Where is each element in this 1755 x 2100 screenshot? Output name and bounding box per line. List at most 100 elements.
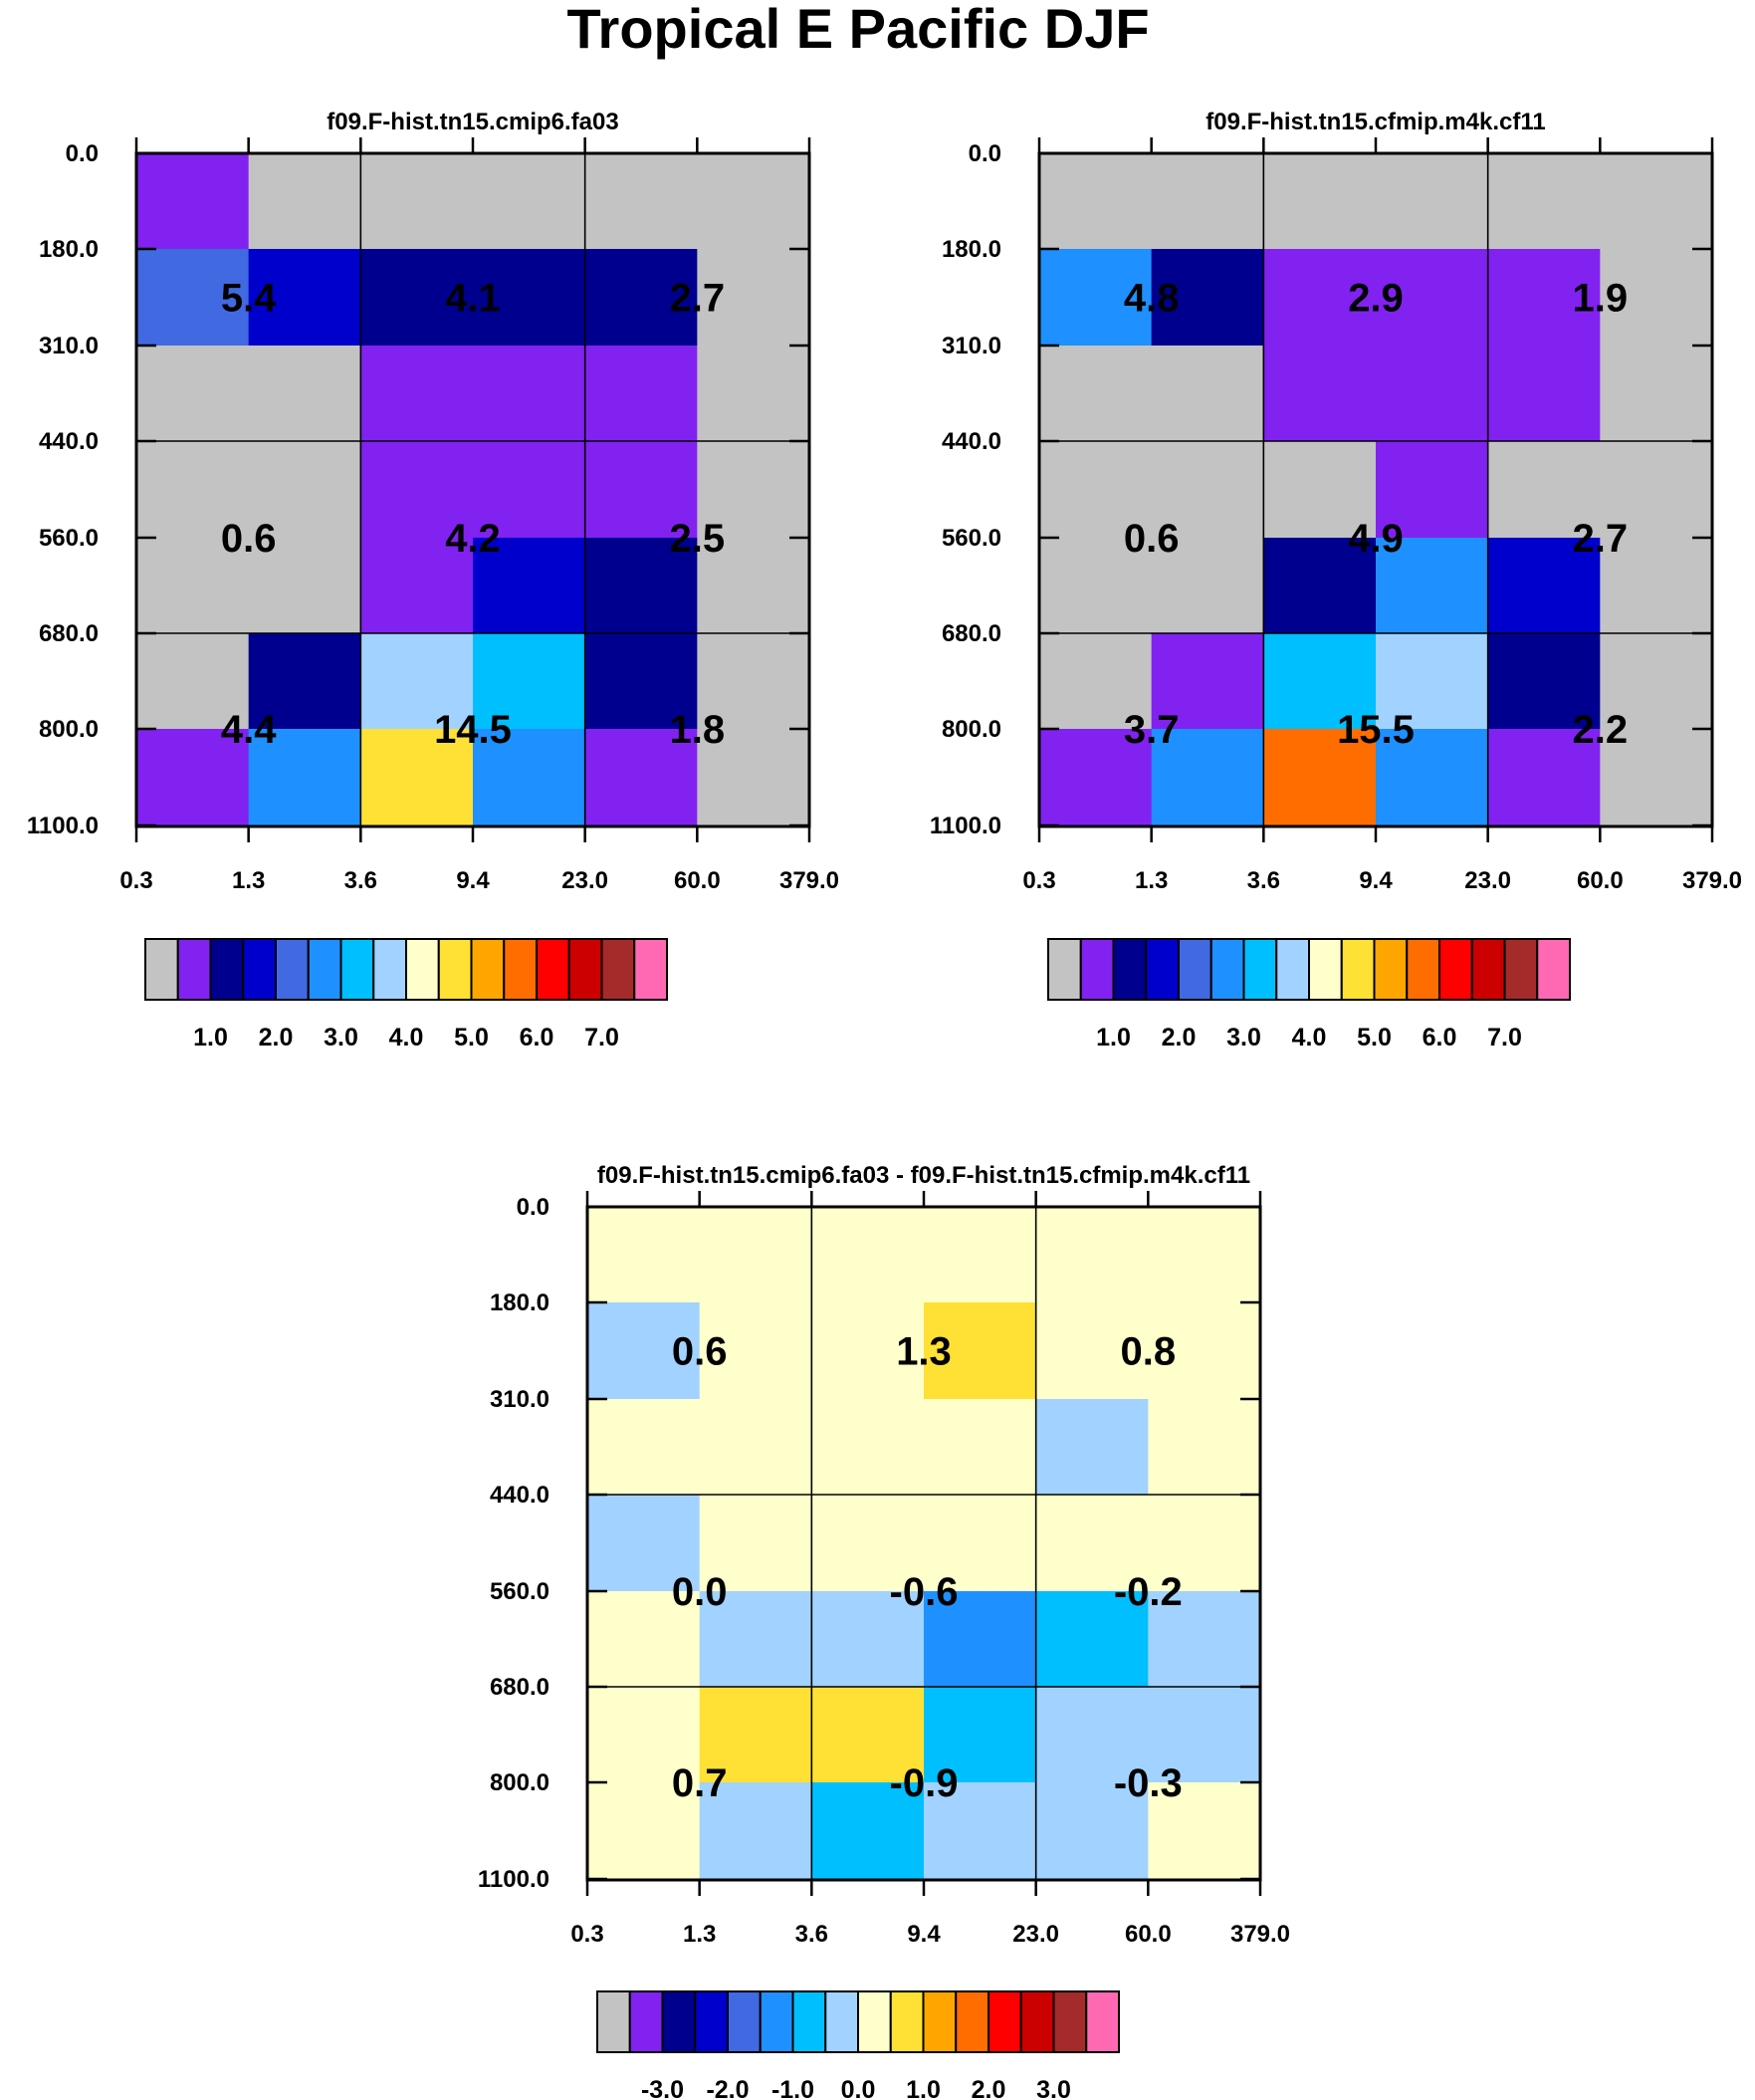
y-tick-label: 310.0 bbox=[490, 1386, 549, 1413]
cell-value-label: 0.6 bbox=[221, 517, 277, 561]
colorbar-swatch bbox=[694, 1990, 729, 2053]
colorbar-swatch bbox=[176, 938, 212, 1001]
colorbar-swatch bbox=[633, 938, 668, 1001]
x-tick-label: 379.0 bbox=[1230, 1921, 1290, 1948]
heatmap-cell bbox=[1263, 249, 1377, 347]
colorbar-swatch bbox=[1019, 1990, 1055, 2053]
y-tick-label: 180.0 bbox=[39, 236, 99, 263]
heatmap-cell bbox=[1151, 633, 1264, 730]
heatmap-cell bbox=[587, 1207, 701, 1303]
x-tick-label: 1.3 bbox=[1135, 867, 1168, 894]
y-tick-label: 560.0 bbox=[942, 525, 1001, 552]
heatmap-cell bbox=[1151, 729, 1264, 826]
y-tick-label: 560.0 bbox=[490, 1578, 549, 1605]
panel-2: f09.F-hist.tn15.cfmip.m4k.cf11 0.0 180.0 31… bbox=[930, 109, 1742, 1051]
heatmap-cell bbox=[1376, 249, 1489, 347]
heatmap-cell bbox=[584, 249, 698, 347]
heatmap-cell bbox=[924, 1687, 1037, 1783]
heatmap-cell bbox=[136, 346, 250, 442]
cell-value-label: 0.0 bbox=[672, 1570, 728, 1614]
colorbar-swatch bbox=[1373, 938, 1409, 1001]
cell-value-label: -0.2 bbox=[1114, 1570, 1183, 1614]
colorbar-label: 2.0 bbox=[1162, 1024, 1197, 1051]
y-tick-label: 440.0 bbox=[490, 1482, 549, 1509]
colorbar-swatch bbox=[405, 938, 440, 1001]
colorbar-label: -1.0 bbox=[771, 2076, 814, 2100]
heatmap-cell bbox=[584, 441, 698, 539]
colorbar-label: 4.0 bbox=[389, 1024, 424, 1051]
heatmap-cell bbox=[699, 1782, 812, 1880]
cell-value-label: 15.5 bbox=[1337, 708, 1415, 752]
colorbar-label: 6.0 bbox=[520, 1024, 554, 1051]
heatmap-cell bbox=[1376, 346, 1489, 442]
y-tick-label: 800.0 bbox=[39, 716, 99, 743]
colorbar-swatch bbox=[1047, 938, 1082, 1001]
colorbar-swatch bbox=[922, 1990, 958, 2053]
colorbar-swatch bbox=[144, 938, 179, 1001]
heatmap-cell bbox=[473, 249, 586, 347]
heatmap-cell bbox=[1487, 538, 1601, 634]
heatmap-cell bbox=[1148, 1495, 1261, 1592]
heatmap-cell bbox=[136, 729, 250, 826]
heatmap-cell bbox=[1039, 153, 1153, 250]
heatmap-cell bbox=[1039, 729, 1153, 826]
colorbar-label: 3.0 bbox=[324, 1024, 358, 1051]
heatmap-cell bbox=[1263, 346, 1377, 442]
cell-value-label: 1.9 bbox=[1573, 277, 1629, 321]
heatmap-cell bbox=[584, 346, 698, 442]
heatmap-cell bbox=[1487, 633, 1601, 730]
heatmap-cell bbox=[248, 153, 361, 250]
heatmap-cell bbox=[1376, 633, 1489, 730]
heatmap-cell bbox=[360, 346, 474, 442]
heatmap-cell bbox=[360, 729, 474, 826]
heatmap-cell bbox=[1035, 1591, 1149, 1688]
colorbar-label: 2.0 bbox=[972, 2076, 1006, 2100]
heatmap-cell bbox=[1487, 249, 1601, 347]
x-tick-label: 3.6 bbox=[795, 1921, 828, 1948]
cell-value-label: 0.7 bbox=[672, 1761, 728, 1805]
heatmap-cell bbox=[924, 1302, 1037, 1400]
colorbar-swatch bbox=[339, 938, 375, 1001]
heatmap-cell bbox=[1151, 153, 1264, 250]
colorbar-label: 4.0 bbox=[1292, 1024, 1327, 1051]
y-tick-label: 0.0 bbox=[969, 140, 1001, 167]
x-tick-label: 0.3 bbox=[570, 1921, 603, 1948]
heatmap-cell bbox=[1151, 441, 1264, 539]
heatmap-cell bbox=[1487, 153, 1601, 250]
heatmap-cell bbox=[1263, 633, 1377, 730]
y-tick-label: 440.0 bbox=[942, 428, 1001, 455]
heatmap-cell bbox=[1600, 249, 1713, 347]
colorbar-swatch bbox=[661, 1990, 697, 2053]
heatmap-cell bbox=[699, 1207, 812, 1303]
heatmap-cell bbox=[136, 633, 250, 730]
heatmap-cell bbox=[811, 1687, 925, 1783]
y-tick-label: 310.0 bbox=[39, 333, 99, 359]
y-tick-label: 180.0 bbox=[942, 236, 1001, 263]
y-tick-label: 800.0 bbox=[942, 716, 1001, 743]
heatmap-cell bbox=[136, 153, 250, 250]
heatmap-cell bbox=[136, 441, 250, 539]
colorbar-swatch bbox=[307, 938, 342, 1001]
colorbar-label: 7.0 bbox=[584, 1024, 619, 1051]
colorbar-swatch bbox=[1503, 938, 1539, 1001]
cell-value-label: 4.1 bbox=[445, 277, 501, 321]
colorbar-swatch bbox=[503, 938, 538, 1001]
y-tick-label: 1100.0 bbox=[478, 1866, 549, 1893]
colorbar-swatch bbox=[437, 938, 473, 1001]
heatmap-cell bbox=[1376, 153, 1489, 250]
colorbar-swatch bbox=[1112, 938, 1148, 1001]
cell-value-label: 0.8 bbox=[1121, 1330, 1177, 1374]
heatmap-cell bbox=[1376, 729, 1489, 826]
colorbar-swatch bbox=[1145, 938, 1180, 1001]
heatmap-cell bbox=[811, 1207, 925, 1303]
heatmap-cell bbox=[136, 249, 250, 347]
heatmap-cell bbox=[584, 633, 698, 730]
heatmap-cell bbox=[1035, 1399, 1149, 1496]
colorbar-swatch bbox=[1438, 938, 1473, 1001]
heatmap-cell bbox=[924, 1591, 1037, 1688]
cell-value-label: -0.6 bbox=[890, 1570, 959, 1614]
heatmap-cell bbox=[1035, 1302, 1149, 1400]
panel-title: f09.F-hist.tn15.cmip6.fa03 bbox=[327, 109, 618, 135]
heatmap-cell bbox=[1148, 1782, 1261, 1880]
heatmap-cell bbox=[1148, 1207, 1261, 1303]
